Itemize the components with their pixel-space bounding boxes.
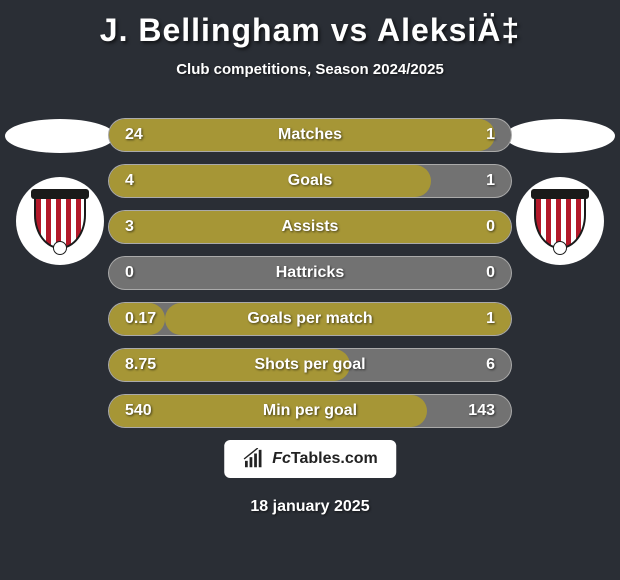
stat-left-value: 8.75 bbox=[109, 356, 179, 374]
stats-table: 24Matches14Goals13Assists00Hattricks00.1… bbox=[108, 118, 512, 428]
stat-row: 8.75Shots per goal6 bbox=[108, 348, 512, 382]
stat-row: 540Min per goal143 bbox=[108, 394, 512, 428]
stat-left-value: 3 bbox=[109, 218, 179, 236]
stat-label: Goals per match bbox=[179, 310, 441, 328]
stat-label: Min per goal bbox=[179, 402, 441, 420]
stat-left-value: 0.17 bbox=[109, 310, 179, 328]
team-badge-left bbox=[16, 177, 104, 265]
player-right-shadow bbox=[505, 119, 615, 153]
crest-icon bbox=[528, 189, 592, 253]
stat-row: 4Goals1 bbox=[108, 164, 512, 198]
stat-row: 3Assists0 bbox=[108, 210, 512, 244]
stat-label: Matches bbox=[179, 126, 441, 144]
stat-row: 24Matches1 bbox=[108, 118, 512, 152]
stat-left-value: 4 bbox=[109, 172, 179, 190]
chart-icon bbox=[242, 448, 264, 470]
team-badge-right bbox=[516, 177, 604, 265]
stat-label: Shots per goal bbox=[179, 356, 441, 374]
stat-right-value: 0 bbox=[441, 264, 511, 282]
stat-right-value: 6 bbox=[441, 356, 511, 374]
stat-row: 0Hattricks0 bbox=[108, 256, 512, 290]
stat-label: Hattricks bbox=[179, 264, 441, 282]
stat-right-value: 143 bbox=[441, 402, 511, 420]
stat-left-value: 540 bbox=[109, 402, 179, 420]
footer-date: 18 january 2025 bbox=[0, 498, 620, 516]
stat-right-value: 0 bbox=[441, 218, 511, 236]
page-subtitle: Club competitions, Season 2024/2025 bbox=[0, 61, 620, 78]
stat-row: 0.17Goals per match1 bbox=[108, 302, 512, 336]
stat-left-value: 24 bbox=[109, 126, 179, 144]
brand-text: FcTables.com bbox=[272, 450, 378, 468]
stat-label: Goals bbox=[179, 172, 441, 190]
stat-left-value: 0 bbox=[109, 264, 179, 282]
stat-right-value: 1 bbox=[441, 172, 511, 190]
crest-icon bbox=[28, 189, 92, 253]
stat-label: Assists bbox=[179, 218, 441, 236]
page-title: J. Bellingham vs AleksiÄ‡ bbox=[0, 0, 620, 49]
brand-badge[interactable]: FcTables.com bbox=[224, 440, 396, 478]
stat-right-value: 1 bbox=[441, 126, 511, 144]
player-left-shadow bbox=[5, 119, 115, 153]
stat-right-value: 1 bbox=[441, 310, 511, 328]
